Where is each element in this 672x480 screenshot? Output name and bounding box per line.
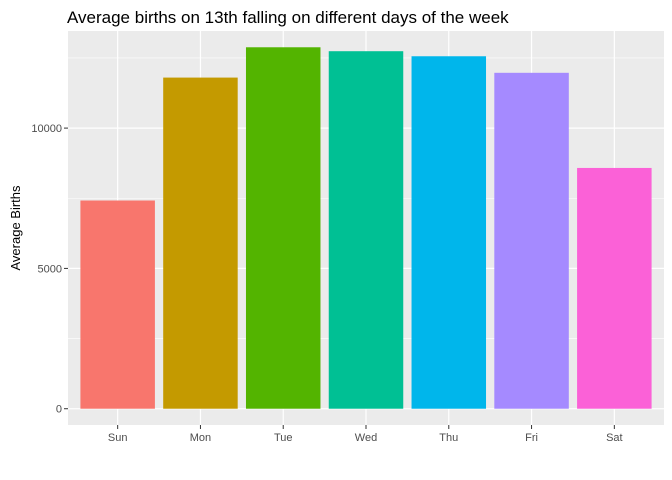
bar-sat bbox=[577, 167, 652, 409]
x-tick-label: Sat bbox=[606, 432, 623, 444]
x-tick-label: Thu bbox=[439, 432, 458, 444]
x-tick-label: Sun bbox=[108, 432, 128, 444]
bar-sun bbox=[80, 200, 155, 409]
y-tick-label: 5000 bbox=[38, 263, 62, 275]
y-tick-label: 0 bbox=[56, 404, 62, 416]
bars bbox=[80, 47, 652, 409]
bar-thu bbox=[411, 56, 487, 409]
x-tick-label: Wed bbox=[355, 432, 377, 444]
x-axis: Sun Mon Tue Wed Thu Fri Sat bbox=[108, 425, 623, 444]
chart-title: Average births on 13th falling on differ… bbox=[67, 8, 509, 27]
y-tick-label: 10000 bbox=[31, 123, 62, 135]
x-tick-label: Fri bbox=[525, 432, 538, 444]
y-axis-title: Average Births bbox=[8, 185, 23, 271]
bar-wed bbox=[328, 51, 404, 409]
bar-tue bbox=[245, 47, 321, 409]
bar-fri bbox=[494, 72, 569, 409]
x-tick-label: Tue bbox=[274, 432, 293, 444]
x-tick-label: Mon bbox=[190, 432, 211, 444]
bar-mon bbox=[163, 77, 238, 409]
y-axis: 0 5000 10000 bbox=[31, 123, 68, 416]
